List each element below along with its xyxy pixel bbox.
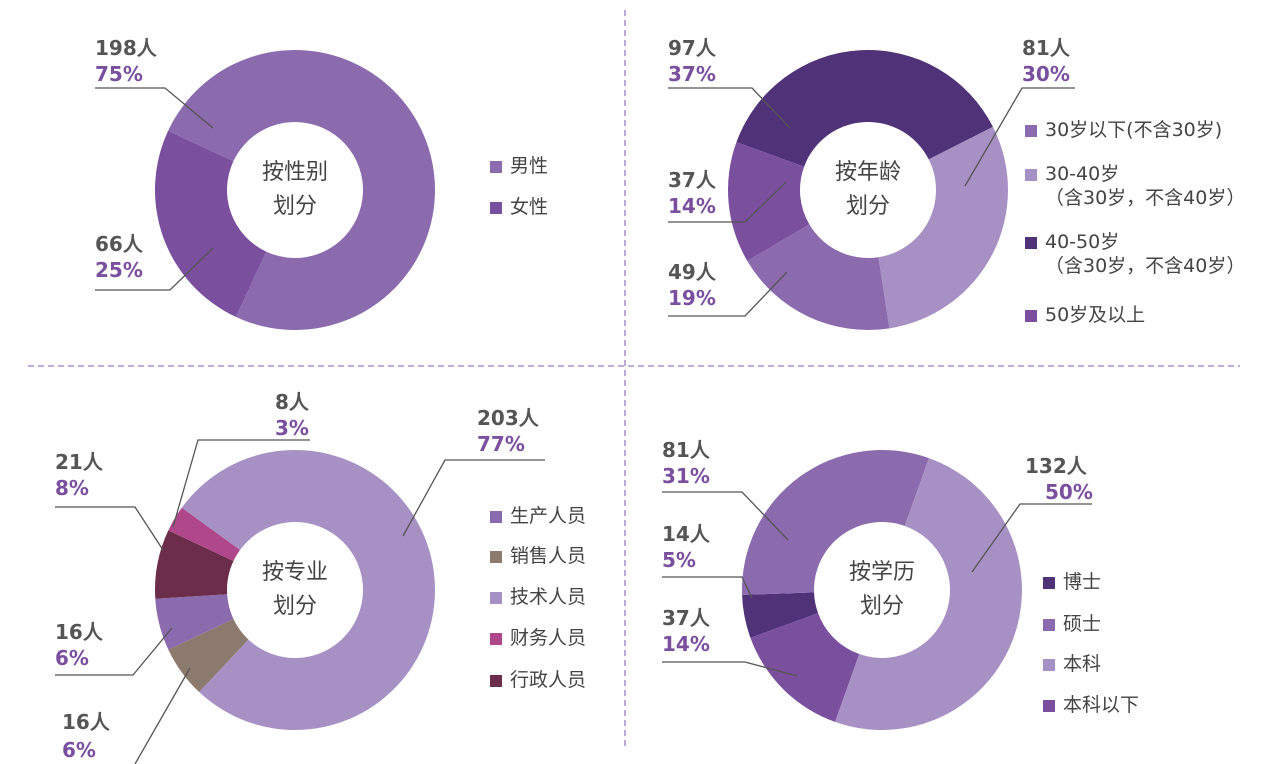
center-title: 按年龄 划分 <box>834 159 902 219</box>
legend-swatch <box>490 511 502 523</box>
center-title: 按专业 划分 <box>261 559 329 619</box>
legend-swatch <box>1025 169 1037 181</box>
percent-label: 37% <box>668 62 716 86</box>
leader-line <box>55 506 164 551</box>
leader-line <box>55 627 173 676</box>
center-title: 按性别 划分 <box>261 159 329 219</box>
leader-line <box>95 87 214 129</box>
leader-line <box>662 661 798 677</box>
count-label: 49人 <box>668 260 716 284</box>
legend-label: 女性 <box>510 196 549 218</box>
percent-label: 14% <box>662 632 710 656</box>
legend-label: 博士 <box>1063 571 1102 593</box>
legend-label: 30-40岁 （含30岁，不含40岁） <box>1045 163 1246 209</box>
count-label: 203人 <box>477 406 539 430</box>
legend-label: 行政人员 <box>510 669 587 691</box>
legend-label: 本科以下 <box>1063 694 1140 716</box>
slice <box>155 530 234 599</box>
count-label: 16人 <box>62 710 110 734</box>
percent-label: 6% <box>55 646 89 670</box>
legend-label: 40-50岁 （含30岁，不含40岁） <box>1045 231 1246 277</box>
count-label: 14人 <box>662 522 710 546</box>
legend-swatch <box>490 202 502 214</box>
legend-label: 生产人员 <box>510 505 587 527</box>
leader-line <box>172 439 310 528</box>
legend-label: 财务人员 <box>510 627 587 649</box>
legend-swatch <box>1025 125 1037 137</box>
legend-swatch <box>1043 577 1055 589</box>
percent-label: 75% <box>95 62 143 86</box>
leader-line <box>134 667 191 764</box>
slice <box>154 130 267 317</box>
slice <box>168 507 240 562</box>
center-title: 按学历 划分 <box>848 559 916 619</box>
slice <box>750 613 860 722</box>
leader-line <box>668 181 787 223</box>
leader-line <box>95 247 214 291</box>
legend-label: 销售人员 <box>510 545 587 567</box>
percent-label: 50% <box>1045 480 1093 504</box>
percent-label: 5% <box>662 548 696 572</box>
legend-swatch <box>1043 659 1055 671</box>
percent-label: 31% <box>662 464 710 488</box>
legend-swatch <box>490 161 502 173</box>
leader-line <box>402 459 545 537</box>
slice <box>747 224 890 330</box>
percent-label: 77% <box>477 432 525 456</box>
legend-swatch <box>490 592 502 604</box>
count-label: 198人 <box>95 36 157 60</box>
slice <box>168 49 435 330</box>
legend-label: 男性 <box>510 155 549 177</box>
count-label: 97人 <box>668 36 716 60</box>
legend-swatch <box>1043 700 1055 712</box>
count-label: 81人 <box>662 438 710 462</box>
percent-label: 3% <box>275 416 309 440</box>
count-label: 21人 <box>55 450 103 474</box>
count-label: 66人 <box>95 232 143 256</box>
slice <box>878 126 1009 329</box>
count-label: 81人 <box>1022 36 1070 60</box>
slice <box>742 592 819 638</box>
percent-label: 30% <box>1022 62 1070 86</box>
count-label: 37人 <box>668 168 716 192</box>
leader-line <box>668 87 791 129</box>
legend-swatch <box>1025 237 1037 249</box>
leader-line <box>662 576 753 599</box>
legend-label: 50岁及以上 <box>1045 304 1146 326</box>
leader-line <box>668 271 788 317</box>
leader-line <box>964 87 1075 187</box>
slice <box>835 458 1022 730</box>
count-label: 37人 <box>662 606 710 630</box>
percent-label: 14% <box>668 194 716 218</box>
percent-label: 8% <box>55 476 89 500</box>
percent-label: 25% <box>95 258 143 282</box>
slice <box>728 142 810 261</box>
count-label: 16人 <box>55 620 103 644</box>
legend-label: 30岁以下(不含30岁) <box>1045 119 1223 141</box>
percent-label: 6% <box>62 738 96 762</box>
leader-line <box>971 503 1092 573</box>
legend-swatch <box>1025 310 1037 322</box>
legend-swatch <box>490 633 502 645</box>
legend-label: 硕士 <box>1063 613 1102 635</box>
count-label: 8人 <box>275 390 309 414</box>
legend-swatch <box>490 551 502 563</box>
percent-label: 19% <box>668 286 716 310</box>
slice <box>155 594 234 650</box>
slice <box>741 450 929 595</box>
legend-swatch <box>490 675 502 687</box>
leader-line <box>662 491 789 541</box>
legend-swatch <box>1043 619 1055 631</box>
slice <box>736 50 993 167</box>
legend-label: 技术人员 <box>510 586 587 608</box>
legend-label: 本科 <box>1063 653 1102 675</box>
slice <box>181 450 435 730</box>
slice <box>168 618 249 693</box>
count-label: 132人 <box>1025 454 1087 478</box>
